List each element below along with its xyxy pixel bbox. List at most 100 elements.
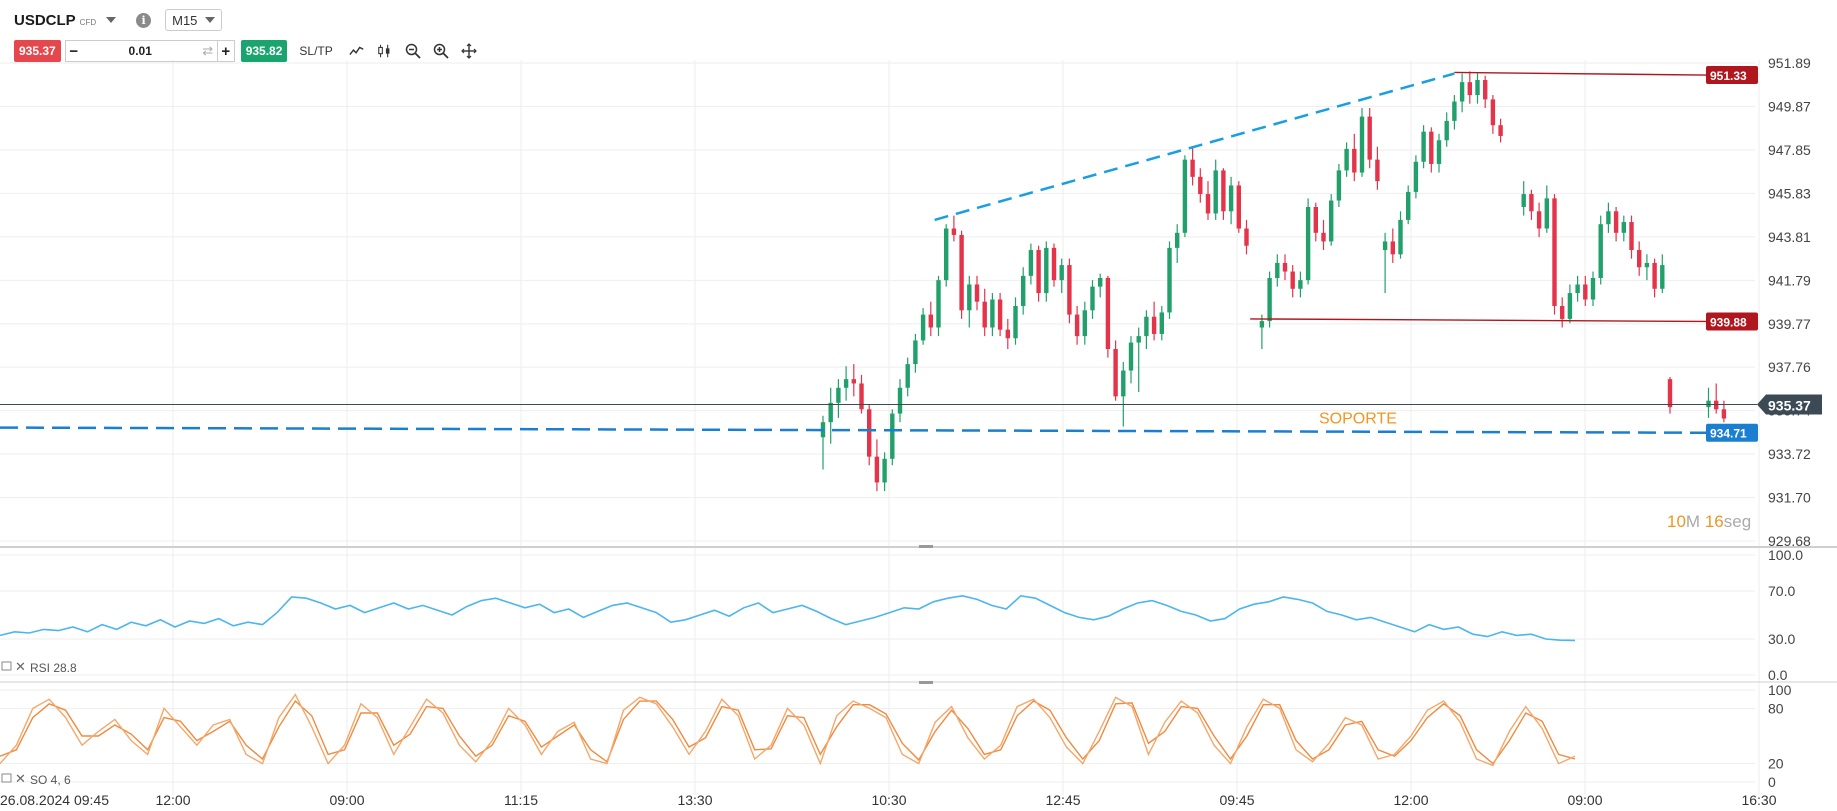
price-tick-label: 933.72 (1768, 446, 1811, 462)
chevron-down-icon[interactable] (106, 17, 117, 23)
candle-body (1128, 342, 1134, 371)
price-tag (1706, 66, 1758, 85)
price-tag-label: 934.71 (1710, 427, 1747, 441)
candle-body (1213, 170, 1218, 214)
trend-line[interactable] (934, 72, 1455, 222)
candle-body (1313, 206, 1318, 233)
panel-resize-handle[interactable] (919, 545, 933, 548)
rsi-series-line (0, 594, 1576, 642)
candle-body (1560, 305, 1565, 319)
price-tick-label: 945.83 (1768, 185, 1811, 201)
candle-body (1044, 247, 1049, 294)
candle-body (1290, 271, 1295, 289)
resistance-line[interactable] (1454, 71, 1707, 76)
price-tick-label: 939.77 (1768, 316, 1811, 332)
close-icon[interactable]: ✕ (15, 771, 26, 786)
candlestick-icon[interactable] (377, 43, 393, 59)
candle-body (1398, 219, 1403, 255)
candle-body (828, 402, 833, 423)
candle-body (1082, 310, 1087, 337)
increment-button[interactable]: + (221, 42, 231, 60)
price-tag-label: 939.88 (1710, 315, 1747, 329)
menu-icon[interactable] (1, 661, 12, 671)
candle-body (997, 299, 1003, 330)
time-tick-label: 26.08.2024 09:45 (0, 792, 109, 808)
so-tick-label: 20 (1768, 756, 1784, 772)
candle-body (1452, 101, 1457, 121)
candle-body (1336, 170, 1342, 201)
candle-body (1637, 250, 1642, 268)
panel-resize-handle[interactable] (919, 681, 933, 684)
countdown-minutes-unit: M (1685, 512, 1701, 531)
time-tick-label: 09:45 (1219, 792, 1254, 808)
zoom-in-icon[interactable] (433, 43, 449, 59)
candle-body (1228, 185, 1234, 212)
current-price-label: 935.37 (1768, 398, 1811, 414)
sell-button[interactable]: 935.37 (14, 40, 61, 62)
time-tick-label: 09:00 (329, 792, 364, 808)
price-tick-label: 943.81 (1768, 229, 1811, 245)
candle-body (1344, 148, 1349, 171)
candle-body (1090, 286, 1095, 311)
price-tick-label: 937.76 (1768, 359, 1811, 375)
candle-body (1205, 194, 1211, 214)
symbol-name[interactable]: USDCLP (14, 11, 76, 29)
candle-body (1429, 131, 1434, 164)
candle-body (836, 387, 841, 403)
candle-body (1059, 265, 1064, 281)
candle-body (1390, 241, 1395, 255)
neckline-line[interactable] (1250, 318, 1707, 323)
time-tick-label: 12:00 (1393, 792, 1428, 808)
candle-body (1144, 316, 1149, 337)
candle-body (1375, 159, 1380, 182)
time-tick-label: 12:45 (1045, 792, 1080, 808)
candle-body (1198, 176, 1203, 195)
move-icon[interactable] (460, 43, 477, 59)
candle-body (944, 228, 949, 281)
countdown-seconds: 16 (1704, 512, 1724, 531)
buy-button[interactable]: 935.82 (240, 40, 288, 62)
candle-body (1221, 170, 1226, 212)
line-chart-icon[interactable] (349, 43, 365, 59)
candle-body (1367, 116, 1372, 160)
timeframe-select[interactable]: M15 (165, 9, 223, 31)
candle-body (1121, 370, 1126, 397)
zoom-out-icon[interactable] (405, 43, 421, 59)
decrement-button[interactable]: − (69, 42, 79, 60)
countdown-seconds-unit: seg (1723, 512, 1752, 531)
candle-body (1475, 80, 1480, 96)
candle-body (1552, 198, 1557, 306)
close-icon[interactable]: ✕ (15, 659, 26, 674)
candle-countdown: 10M 16seg (1667, 512, 1751, 532)
candle-body (1298, 280, 1303, 289)
candle-body (1013, 305, 1018, 339)
candle-body (1459, 82, 1465, 102)
candle-body (1275, 262, 1280, 279)
candle-body (1490, 99, 1496, 126)
candle-body (1267, 278, 1272, 322)
support-line[interactable] (0, 426, 1707, 434)
quantity-input[interactable]: 0.01 (128, 44, 152, 58)
swap-icon[interactable]: ⇄ (202, 43, 214, 58)
candle-body (1105, 278, 1111, 350)
candle-body (1098, 278, 1103, 287)
candle-body (928, 314, 933, 328)
info-icon[interactable]: i (136, 12, 152, 28)
candle-body (1021, 275, 1026, 306)
candle-body (1467, 82, 1472, 96)
candle-body (1421, 131, 1426, 162)
candle-body (897, 387, 903, 414)
candle-body (1175, 232, 1180, 248)
time-tick-label: 11:15 (504, 792, 538, 808)
menu-icon[interactable] (1, 773, 12, 783)
candle-body (1359, 116, 1365, 173)
rsi-label: RSI 28.8 (30, 661, 77, 675)
rsi-tick-label: 30.0 (1768, 631, 1795, 647)
candle-body (1259, 321, 1265, 328)
support-annotation: SOPORTE (1319, 411, 1397, 428)
time-tick-label: 16:30 (1741, 792, 1776, 808)
so-label: SO 4, 6 (30, 773, 71, 787)
sltp-button[interactable]: SL/TP (299, 44, 333, 58)
candle-body (882, 458, 887, 483)
